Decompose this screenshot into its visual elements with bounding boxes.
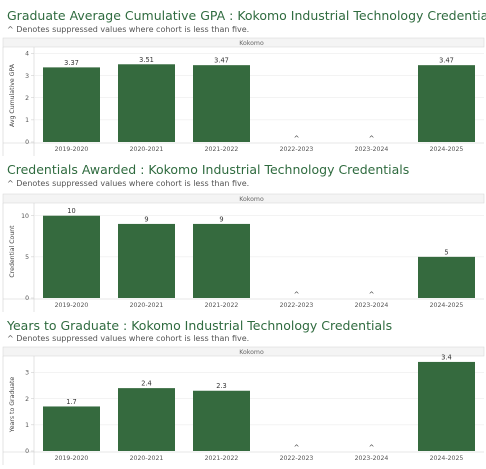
chart-subtitle: ^ Denotes suppressed values where cohort… xyxy=(7,179,250,188)
data-label: 3.4 xyxy=(441,353,452,361)
bar xyxy=(43,215,100,298)
credentials-chart: Kokomo 0 5 10 Credential Count 10 2019-2020 9 20… xyxy=(2,193,485,312)
x-tick-label: 2023-2024 xyxy=(355,146,389,153)
data-label: 3.37 xyxy=(64,59,79,67)
panel-header xyxy=(2,37,485,48)
x-tick-label: 2021-2022 xyxy=(205,455,239,462)
y-tick-label: 0 xyxy=(25,139,29,146)
x-tick-label: 2020-2021 xyxy=(130,302,164,309)
chart-subtitle: ^ Denotes suppressed values where cohort… xyxy=(7,334,250,343)
x-tick-label: 2022-2023 xyxy=(280,455,314,462)
bar xyxy=(193,65,250,142)
x-tick-label: 2021-2022 xyxy=(205,146,239,153)
y-axis-title: Credential Count xyxy=(9,225,16,278)
bar xyxy=(43,67,100,142)
suppressed-marker: ^ xyxy=(294,444,300,452)
y-axis-title: Years to Graduate xyxy=(9,377,16,434)
x-tick-label: 2023-2024 xyxy=(355,302,389,309)
data-label: 9 xyxy=(144,215,148,223)
x-tick-label: 2024-2025 xyxy=(430,146,464,153)
x-tick-label: 2019-2020 xyxy=(55,455,89,462)
suppressed-marker: ^ xyxy=(369,135,375,143)
x-tick-label: 2022-2023 xyxy=(280,146,314,153)
x-tick-label: 2019-2020 xyxy=(55,146,89,153)
chart-title: Years to Graduate : Kokomo Industrial Te… xyxy=(7,318,393,333)
x-tick-label: 2019-2020 xyxy=(55,302,89,309)
gpa-chart: Kokomo 0 1 2 3 4 Avg Cumulative GPA 3.37 2019-20… xyxy=(2,37,485,156)
data-label: 1.7 xyxy=(66,398,77,406)
suppressed-marker: ^ xyxy=(294,291,300,299)
suppressed-marker: ^ xyxy=(294,135,300,143)
x-tick-label: 2022-2023 xyxy=(280,302,314,309)
y-tick-label: 2 xyxy=(25,396,29,403)
data-label: 2.4 xyxy=(141,380,152,388)
panel-label: Kokomo xyxy=(239,349,264,356)
data-label: 9 xyxy=(219,215,223,223)
panel-header xyxy=(2,346,485,357)
y-tick-label: 2 xyxy=(25,95,29,102)
bar xyxy=(118,223,175,298)
y-tick-label: 1 xyxy=(25,117,29,124)
x-tick-label: 2021-2022 xyxy=(205,302,239,309)
data-label: 3.51 xyxy=(139,56,154,64)
data-label: 2.3 xyxy=(216,382,227,390)
y-tick-label: 10 xyxy=(21,213,29,220)
y-tick-label: 3 xyxy=(25,73,29,80)
bar xyxy=(118,388,175,451)
bar xyxy=(43,406,100,451)
y-tick-label: 1 xyxy=(25,422,29,429)
y-tick-label: 0 xyxy=(25,448,29,455)
suppressed-marker: ^ xyxy=(369,291,375,299)
data-label: 10 xyxy=(67,207,75,215)
chart-title: Credentials Awarded : Kokomo Industrial … xyxy=(7,162,410,177)
bar xyxy=(193,390,250,451)
years-chart: Kokomo 0 1 2 3 Years to Graduate 1.7 2019-2020 2… xyxy=(2,346,485,465)
data-label: 3.47 xyxy=(439,57,454,65)
bar xyxy=(418,361,475,451)
y-tick-label: 0 xyxy=(25,295,29,302)
suppressed-marker: ^ xyxy=(369,444,375,452)
y-tick-label: 3 xyxy=(25,370,29,377)
y-tick-label: 5 xyxy=(25,254,29,261)
x-tick-label: 2020-2021 xyxy=(130,146,164,153)
x-tick-label: 2023-2024 xyxy=(355,455,389,462)
x-tick-label: 2024-2025 xyxy=(430,455,464,462)
chart-title: Graduate Average Cumulative GPA : Kokomo… xyxy=(7,8,486,23)
data-label: 5 xyxy=(444,248,448,256)
x-tick-label: 2024-2025 xyxy=(430,302,464,309)
bar xyxy=(193,223,250,298)
bar xyxy=(418,256,475,298)
panel-header xyxy=(2,193,485,204)
chart-subtitle: ^ Denotes suppressed values where cohort… xyxy=(7,25,250,34)
panel-label: Kokomo xyxy=(239,196,264,203)
y-axis-title: Avg Cumulative GPA xyxy=(9,63,16,127)
y-tick-label: 4 xyxy=(25,51,29,58)
data-label: 3.47 xyxy=(214,57,229,65)
bar xyxy=(118,64,175,142)
x-tick-label: 2020-2021 xyxy=(130,455,164,462)
panel-label: Kokomo xyxy=(239,40,264,47)
bar xyxy=(418,65,475,142)
